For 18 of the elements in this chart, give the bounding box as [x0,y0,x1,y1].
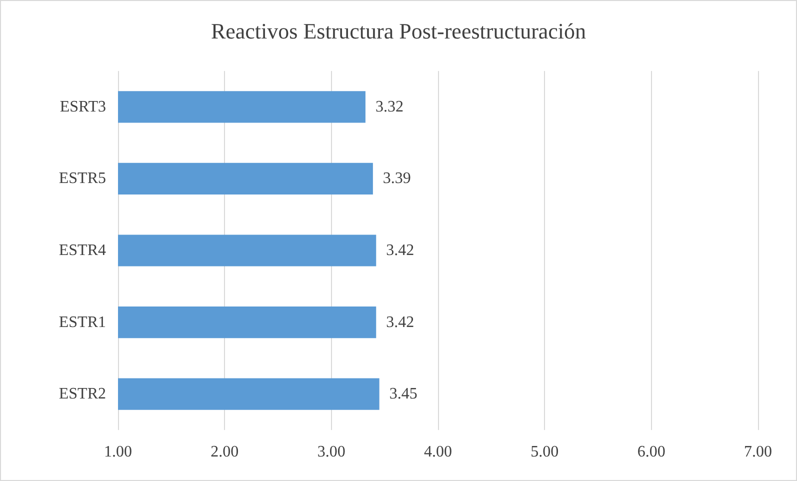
y-tick-label: ESTR5 [58,170,106,188]
x-tick-label: 6.00 [637,444,666,460]
data-label: 3.45 [389,386,418,403]
y-tick-label: ESTR2 [58,386,106,403]
data-label: 3.39 [382,170,411,188]
data-label: 3.42 [386,242,414,259]
y-tick-label: ESRT3 [60,98,106,116]
x-tick-label: 1.00 [104,444,132,460]
x-tick-label: 2.00 [210,444,239,460]
data-label: 3.32 [375,98,404,116]
y-tick-label: ESTR1 [58,314,106,331]
x-tick-label: 5.00 [530,444,559,460]
x-tick-label: 4.00 [424,444,452,460]
y-tick-label: ESTR4 [58,242,106,259]
chart-title: Reactivos Estructura Post-reestructuración [210,18,586,44]
x-tick-label: 7.00 [744,444,772,460]
x-tick-label: 3.00 [317,444,346,460]
data-label: 3.42 [386,314,414,331]
